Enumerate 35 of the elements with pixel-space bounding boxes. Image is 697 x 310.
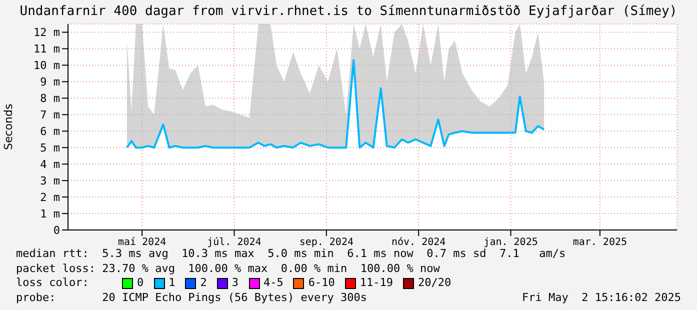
text: probe: 20 ICMP Echo Pings (56 Bytes) every 300s [16, 290, 367, 305]
y-tick-label: 3 m [40, 174, 60, 188]
y-tick-label: 8 m [40, 92, 60, 106]
y-tick-label: 12 m [34, 26, 60, 40]
x-tick-label: sep. 2024 [299, 237, 354, 248]
legend-label: 20/20 [418, 276, 452, 290]
legend-label: 1 [168, 276, 176, 290]
x-tick-label: mar. 2025 [572, 237, 628, 248]
y-tick-label: 9 m [40, 76, 60, 89]
y-tick-label: 0 [53, 224, 60, 237]
chart-title: Undanfarnir 400 dagar from virvir.rhnet.is to Símenntunarmiðstöð Eyjafjarðar (Símey) [18, 4, 678, 19]
text: packet loss: 23.70 % avg 100.00 % max 0.00 % min 100.00 % now [16, 262, 441, 276]
legend-label: 11-19 [360, 276, 393, 290]
y-tick-label: 10 m [34, 59, 60, 72]
legend-title: loss color: [16, 276, 90, 290]
line-series [126, 59, 546, 149]
y-axis-title: Seconds [2, 104, 15, 150]
legend-label: 6-10 [308, 276, 335, 290]
y-tick-label: 4 m [40, 158, 60, 171]
y-tick-label: 5 m [40, 142, 60, 155]
text: Fri May 2 15:16:02 2025 [522, 290, 681, 305]
legend-label: 4-5 [264, 276, 284, 290]
y-tick-label: 2 m [40, 190, 60, 204]
text: median rtt: 5.3 ms avg 10.3 ms max 5.0 ms min 6.1 ms now 0.7 ms sd 7.1 am/s [16, 247, 567, 262]
y-tick-label: 1 m [40, 207, 60, 220]
x-tick-label: nóv. 2024 [391, 237, 446, 248]
legend-label: 2 [200, 276, 207, 290]
x-tick-label: júl. 2024 [207, 237, 262, 248]
x-tick-label: maí 2024 [118, 237, 166, 248]
legend-label: 0 [137, 276, 144, 290]
y-tick-label: 7 m [40, 108, 60, 122]
y-tick-label: 11 m [34, 42, 60, 56]
x-tick-label: jan. 2025 [484, 237, 538, 248]
legend-label: 3 [232, 276, 238, 290]
y-tick-label: 6 m [40, 125, 60, 138]
